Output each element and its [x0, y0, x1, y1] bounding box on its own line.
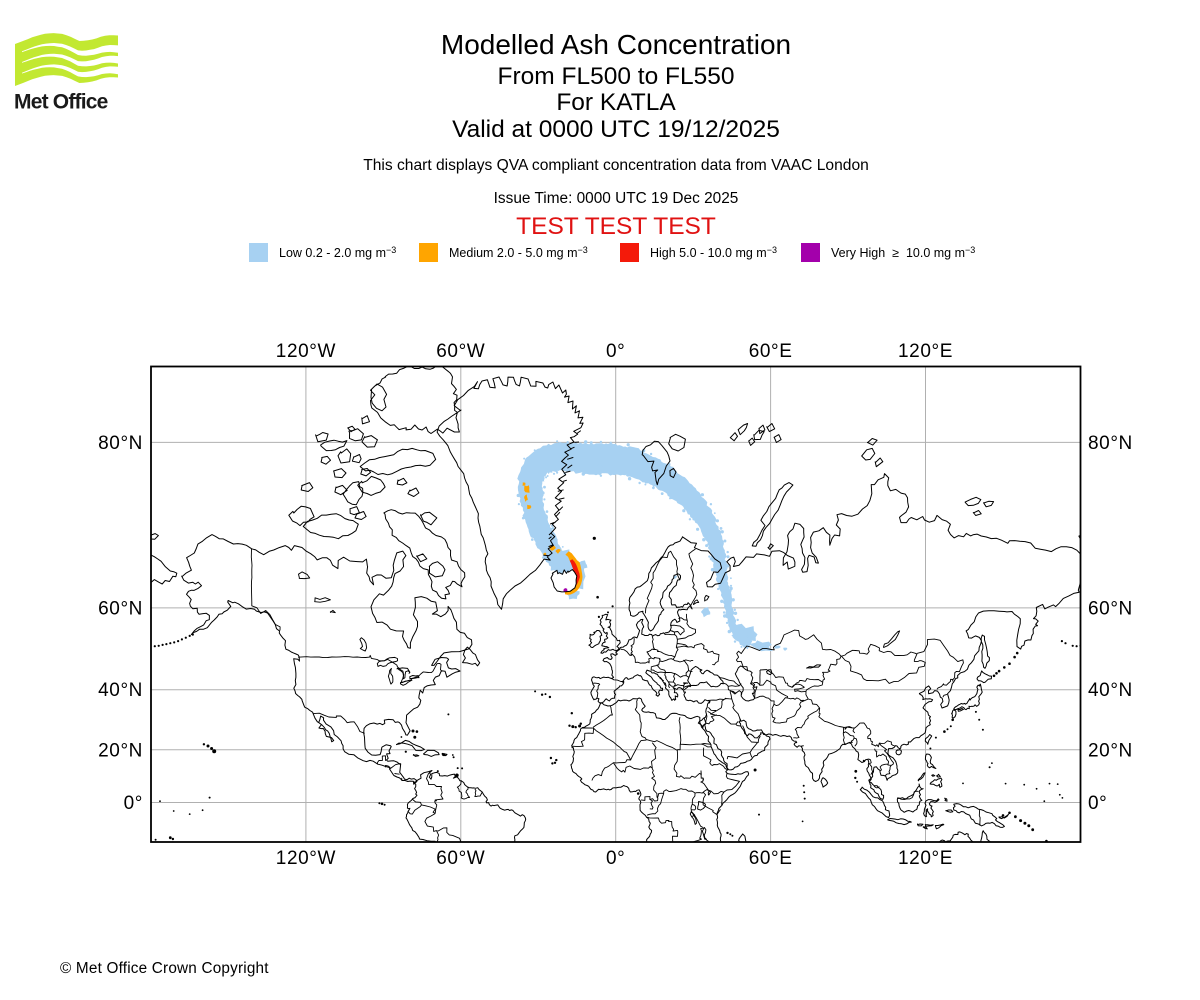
svg-text:120°W: 120°W [276, 341, 336, 362]
svg-text:40°N: 40°N [1088, 680, 1133, 701]
svg-text:20°N: 20°N [98, 740, 143, 761]
svg-text:0°: 0° [1088, 793, 1107, 814]
svg-text:60°W: 60°W [436, 341, 485, 362]
svg-text:80°N: 80°N [1088, 433, 1133, 454]
svg-text:0°: 0° [124, 793, 143, 814]
svg-text:0°: 0° [606, 848, 625, 869]
svg-text:0°: 0° [606, 341, 625, 362]
svg-text:60°N: 60°N [98, 598, 143, 619]
svg-text:20°N: 20°N [1088, 740, 1133, 761]
svg-text:40°N: 40°N [98, 680, 143, 701]
svg-text:60°E: 60°E [749, 848, 793, 869]
svg-text:60°N: 60°N [1088, 598, 1133, 619]
svg-text:120°E: 120°E [898, 848, 953, 869]
svg-text:120°W: 120°W [276, 848, 336, 869]
svg-text:120°E: 120°E [898, 341, 953, 362]
svg-text:60°W: 60°W [436, 848, 485, 869]
svg-text:80°N: 80°N [98, 433, 143, 454]
svg-text:60°E: 60°E [749, 341, 793, 362]
svg-text:Met Office: Met Office [14, 91, 108, 114]
